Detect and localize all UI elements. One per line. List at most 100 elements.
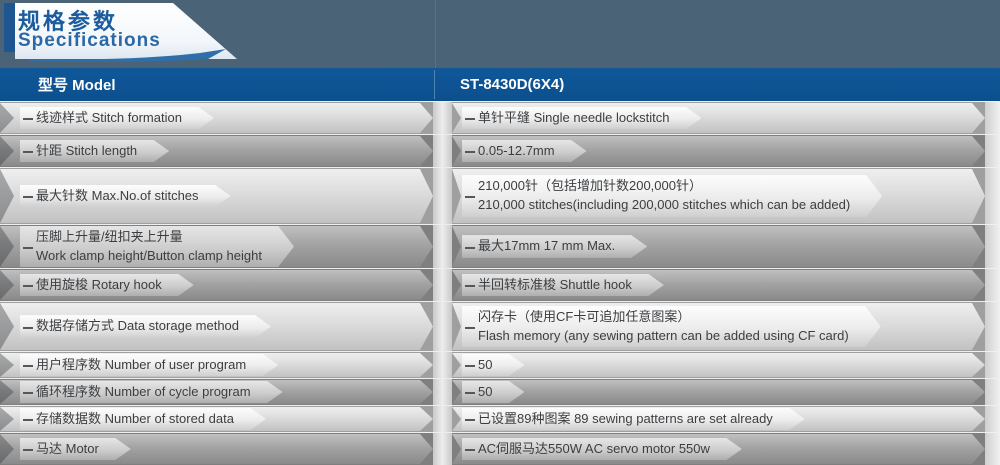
- row-value-banner: 已设置89种图案 89 sewing patterns are set alre…: [462, 408, 805, 431]
- model-header-label: 型号 Model: [38, 77, 116, 94]
- page-title-zh: 规格参数: [18, 9, 119, 34]
- swoosh-underline-icon: [30, 49, 226, 62]
- right-edge-strip: [985, 135, 1000, 167]
- row-value-banner: 单针平缝 Single needle lockstitch: [462, 107, 701, 130]
- table-row: 用户程序数 Number of user program 50: [0, 351, 1000, 378]
- dash-icon: [23, 449, 33, 451]
- row-label-banner: 存储数据数 Number of stored data: [20, 408, 266, 431]
- row-value-banner: 最大17mm 17 mm Max.: [462, 235, 647, 258]
- row-value: 210,000针（包括增加针数200,000针）: [478, 178, 702, 194]
- column-divider: [433, 302, 452, 351]
- table-row: 马达 Motor AC伺服马达550W AC servo motor 550w: [0, 432, 1000, 465]
- row-value: 0.05-12.7mm: [478, 142, 555, 158]
- row-value-banner: 210,000针（包括增加针数200,000针） 210,000 stitche…: [462, 175, 882, 217]
- row-label: Work clamp height/Button clamp height: [36, 247, 262, 263]
- column-divider: [433, 406, 452, 432]
- row-label-banner: 用户程序数 Number of user program: [20, 354, 278, 377]
- right-edge-strip: [985, 168, 1000, 224]
- table-row: 压脚上升量/纽扣夹上升量 Work clamp height/Button cl…: [0, 224, 1000, 268]
- row-label-banner: 数据存储方式 Data storage method: [20, 315, 271, 338]
- row-label: 使用旋梭 Rotary hook: [36, 276, 162, 292]
- dash-icon: [23, 327, 33, 329]
- header-column-divider: [434, 70, 435, 99]
- right-edge-strip: [985, 352, 1000, 378]
- row-label: 最大针数 Max.No.of stitches: [36, 187, 199, 203]
- column-divider: [433, 379, 452, 405]
- dash-icon: [465, 247, 475, 249]
- row-label: 针距 Stitch length: [36, 142, 138, 158]
- row-value-banner: 半回转标准梭 Shuttle hook: [462, 274, 664, 297]
- column-divider: [433, 102, 452, 134]
- title-accent-bar: [4, 3, 15, 52]
- row-value: AC伺服马达550W AC servo motor 550w: [478, 440, 710, 456]
- row-label-banner: 马达 Motor: [20, 438, 131, 461]
- dash-icon: [465, 285, 475, 287]
- row-value: 210,000 stitches(including 200,000 stitc…: [478, 197, 851, 212]
- dash-icon: [465, 118, 475, 120]
- row-label-banner: 针距 Stitch length: [20, 140, 169, 163]
- row-label: 马达 Motor: [36, 440, 99, 456]
- row-value: 50: [478, 356, 493, 372]
- dash-icon: [23, 419, 33, 421]
- right-edge-strip: [985, 433, 1000, 465]
- row-label-banner: 压脚上升量/纽扣夹上升量 Work clamp height/Button cl…: [20, 226, 294, 268]
- row-label: 用户程序数 Number of user program: [36, 356, 247, 372]
- dash-icon: [465, 392, 475, 394]
- row-label: 压脚上升量/纽扣夹上升量: [36, 228, 183, 244]
- row-value: 已设置89种图案 89 sewing patterns are set alre…: [478, 410, 773, 426]
- row-value-banner: 0.05-12.7mm: [462, 140, 587, 163]
- right-edge-strip: [985, 406, 1000, 432]
- row-value: 50: [478, 383, 493, 399]
- table-row: 线迹样式 Stitch formation 单针平缝 Single needle…: [0, 101, 1000, 134]
- row-label: 循环程序数 Number of cycle program: [36, 383, 251, 399]
- table-row: 循环程序数 Number of cycle program 50: [0, 378, 1000, 405]
- table-row: 存储数据数 Number of stored data 已设置89种图案 89 …: [0, 405, 1000, 432]
- dash-icon: [23, 151, 33, 153]
- row-value: 闪存卡（使用CF卡可追加任意图案）: [478, 308, 691, 324]
- row-value-banner: AC伺服马达550W AC servo motor 550w: [462, 438, 742, 461]
- dash-icon: [23, 247, 33, 249]
- row-label-banner: 最大针数 Max.No.of stitches: [20, 185, 231, 208]
- row-label: 数据存储方式 Data storage method: [36, 318, 240, 334]
- column-divider: [433, 352, 452, 378]
- right-edge-strip: [985, 269, 1000, 301]
- column-divider: [433, 225, 452, 268]
- row-value-banner: 50: [462, 381, 524, 404]
- right-edge-strip: [985, 225, 1000, 268]
- dash-icon: [465, 365, 475, 367]
- table-row: 使用旋梭 Rotary hook 半回转标准梭 Shuttle hook: [0, 268, 1000, 301]
- column-divider: [433, 269, 452, 301]
- dash-icon: [465, 419, 475, 421]
- dash-icon: [465, 151, 475, 153]
- dash-icon: [23, 196, 33, 198]
- column-divider: [433, 135, 452, 167]
- dash-icon: [23, 365, 33, 367]
- column-divider: [433, 433, 452, 465]
- row-value-banner: 闪存卡（使用CF卡可追加任意图案） Flash memory (any sewi…: [462, 306, 881, 348]
- row-label-banner: 线迹样式 Stitch formation: [20, 107, 214, 130]
- table-header-row: 型号 Model ST-8430D(6X4): [0, 68, 1000, 101]
- dash-icon: [465, 327, 475, 329]
- model-header-value: ST-8430D(6X4): [460, 76, 565, 93]
- row-value: 半回转标准梭 Shuttle hook: [478, 276, 632, 292]
- row-label-banner: 循环程序数 Number of cycle program: [20, 381, 283, 404]
- table-row: 针距 Stitch length 0.05-12.7mm: [0, 134, 1000, 167]
- dash-icon: [23, 392, 33, 394]
- row-value-banner: 50: [462, 354, 524, 377]
- right-edge-strip: [985, 379, 1000, 405]
- dash-icon: [465, 449, 475, 451]
- row-label-banner: 使用旋梭 Rotary hook: [20, 274, 194, 297]
- title-band: 规格参数 Specifications: [0, 0, 1000, 68]
- band-column-divider: [435, 0, 436, 68]
- row-value: Flash memory (any sewing pattern can be …: [478, 327, 849, 343]
- row-label: 线迹样式 Stitch formation: [36, 109, 182, 125]
- right-edge-strip: [985, 102, 1000, 134]
- dash-icon: [465, 196, 475, 198]
- page-title-en: Specifications: [18, 30, 161, 51]
- column-divider: [433, 168, 452, 224]
- row-label: 存储数据数 Number of stored data: [36, 410, 234, 426]
- row-value: 最大17mm 17 mm Max.: [478, 238, 616, 254]
- row-value: 单针平缝 Single needle lockstitch: [478, 109, 670, 125]
- dash-icon: [23, 285, 33, 287]
